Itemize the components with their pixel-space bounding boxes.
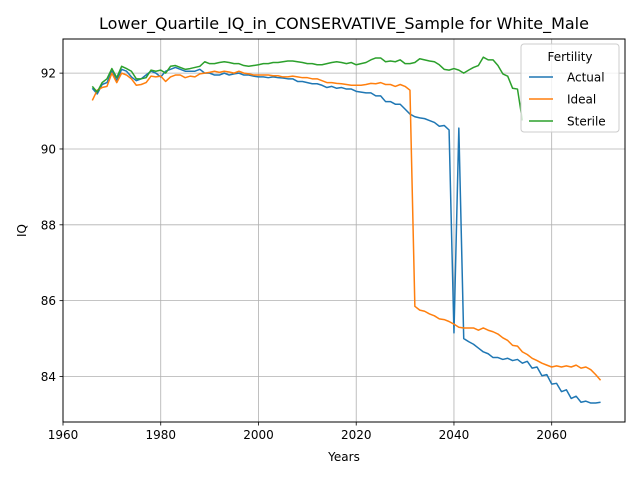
y-axis-label: IQ xyxy=(15,224,29,237)
legend-label-sterile: Sterile xyxy=(567,115,606,129)
legend-label-actual: Actual xyxy=(567,71,605,85)
x-tick-label: 2040 xyxy=(439,428,470,442)
legend-label-ideal: Ideal xyxy=(567,93,596,107)
chart-title: Lower_Quartile_IQ_in_CONSERVATIVE_Sample… xyxy=(99,14,589,34)
x-tick-label: 2020 xyxy=(341,428,372,442)
x-tick-label: 2060 xyxy=(536,428,567,442)
y-tick-label: 88 xyxy=(41,218,56,232)
x-tick-label: 1980 xyxy=(145,428,176,442)
x-axis-label: Years xyxy=(327,450,360,464)
y-tick-label: 92 xyxy=(41,67,56,81)
y-tick-label: 90 xyxy=(41,142,56,156)
y-tick-label: 84 xyxy=(41,370,56,384)
x-tick-label: 1960 xyxy=(48,428,79,442)
x-tick-label: 2000 xyxy=(243,428,274,442)
y-tick-label: 86 xyxy=(41,294,56,308)
legend: Fertility Actual Ideal Sterile xyxy=(521,44,619,132)
legend-title: Fertility xyxy=(547,50,592,64)
